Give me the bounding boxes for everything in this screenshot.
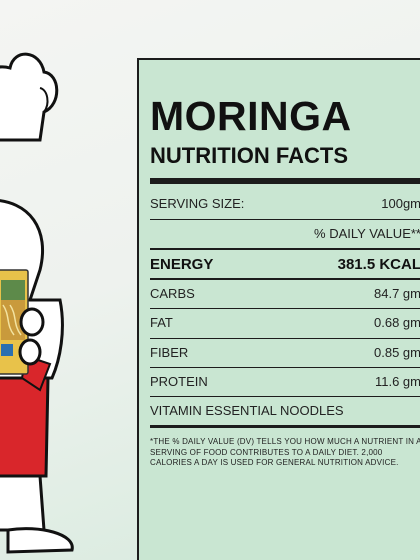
nutrient-name: ENERGY [150,256,214,273]
serving-size-value: 100gm [381,196,420,211]
nutrition-facts-heading: NUTRITION FACTS [150,143,348,168]
serving-size-label: SERVING SIZE: [150,196,245,211]
daily-value-footnote: *THE % DAILY VALUE (DV) TELLS YOU HOW MU… [150,437,420,467]
chef-mascot-icon [0,52,74,554]
divider [150,248,420,250]
nutrient-value: 11.6 gm [374,374,420,389]
daily-value-header-row: % DAILY VALUE** [150,220,420,248]
divider [150,219,420,220]
nutrient-row-fiber: FIBER 0.85 gm [150,339,420,367]
nutrient-row-carbs: CARBS 84.7 gm [150,280,420,308]
heading-divider [150,178,420,184]
divider [150,396,420,397]
divider [150,308,420,309]
divider [150,338,420,339]
nutrient-value: 0.68 gm [374,315,420,330]
noodle-package-icon [0,269,29,375]
nutrient-row-protein: PROTEIN 11.6 gm [150,368,420,396]
product-title: MORINGA [150,93,352,139]
nutrient-name: FAT [150,315,173,330]
chef-hat-icon [0,52,59,142]
nutrient-value: 84.7 gm [374,286,420,301]
nutrient-name: PROTEIN [150,374,208,389]
product-line: VITAMIN ESSENTIAL NOODLES [150,403,344,418]
nutrient-value: 0.85 gm [374,345,420,360]
nutrient-name: CARBS [150,286,195,301]
serving-size-row: SERVING SIZE: 100gm [150,190,420,218]
product-line-row: VITAMIN ESSENTIAL NOODLES [150,397,420,425]
daily-value-header: % DAILY VALUE** [314,226,420,241]
nutrient-row-energy: ENERGY 381.5 KCAL [150,250,420,278]
nutrient-row-fat: FAT 0.68 gm [150,309,420,337]
footnote-divider [150,425,420,428]
divider [150,367,420,368]
divider [150,278,420,280]
nutrition-facts-panel: MORINGA NUTRITION FACTS SERVING SIZE: 10… [137,58,420,560]
nutrient-value: 381.5 KCAL [337,256,420,273]
nutrient-name: FIBER [150,345,189,360]
